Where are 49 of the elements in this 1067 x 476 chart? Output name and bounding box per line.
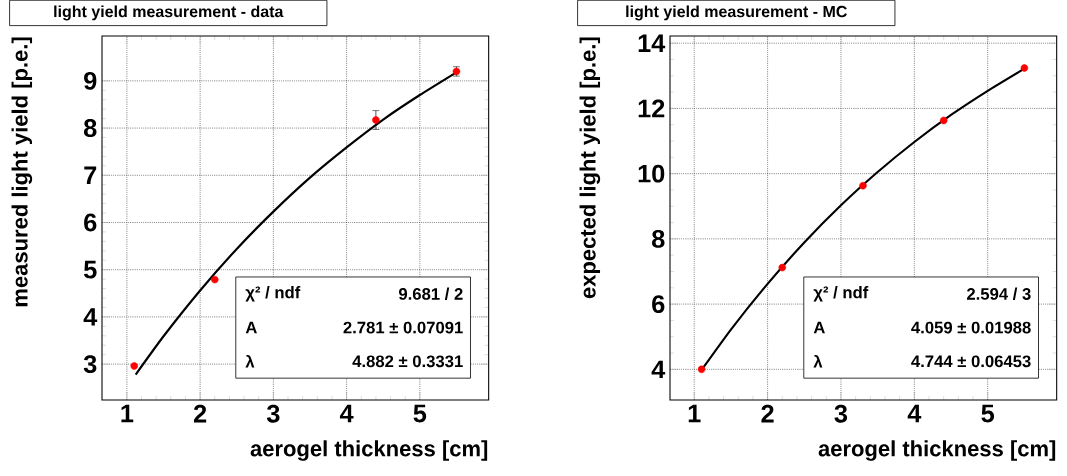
annotation: λ [245, 355, 255, 368]
point [372, 116, 380, 124]
y-tick-label: 5 [83, 260, 97, 279]
x-tick-label: 3 [834, 404, 848, 423]
annotation: χ² / ndf [245, 286, 301, 302]
point [130, 362, 138, 370]
x-tick-label: 4 [907, 404, 922, 423]
point [697, 365, 706, 374]
x-tick-label: 5 [413, 404, 427, 423]
annotation: 2.781 ± 0.07091 [343, 321, 463, 334]
x-tick-label: 2 [761, 404, 774, 423]
point [939, 116, 948, 125]
annotation: A [245, 321, 257, 334]
point [859, 181, 867, 190]
y-tick-label: 7 [84, 166, 97, 184]
x-tick-label: 3 [266, 404, 280, 423]
point [1020, 64, 1029, 72]
y-tick-label: 6 [652, 295, 665, 314]
y-tick-label: 8 [84, 119, 97, 138]
y-axis-title: measured light yield [p.e.] [11, 37, 33, 307]
annotation: χ² / ndf [813, 286, 869, 302]
annotation: λ [813, 355, 823, 368]
annotation: 9.681 / 2 [398, 287, 463, 301]
y-tick-label: 10 [638, 164, 665, 183]
y-tick-label: 12 [638, 99, 665, 118]
annotation: A [813, 321, 825, 334]
annotation: 4.059 ± 0.01988 [911, 321, 1031, 334]
point [778, 263, 787, 272]
x-axis-title: aerogel thickness [cm] [250, 440, 488, 461]
chart-title: light yield measurement - MC [626, 5, 847, 21]
x-tick-label: 4 [339, 404, 354, 423]
x-axis-title: aerogel thickness [cm] [818, 440, 1056, 461]
x-tick-label: 1 [688, 404, 701, 423]
x-tick-label: 5 [981, 404, 995, 423]
y-tick-label: 8 [652, 229, 665, 248]
x-tick-label: 1 [121, 404, 134, 423]
annotation: 4.744 ± 0.06453 [911, 355, 1031, 368]
y-tick-label: 9 [84, 71, 97, 90]
y-tick-label: 4 [651, 360, 666, 379]
annotation: 2.594 / 3 [967, 287, 1031, 301]
y-tick-label: 14 [638, 34, 666, 52]
y-tick-label: 4 [83, 308, 98, 326]
point [211, 275, 219, 284]
x-tick-label: 2 [193, 404, 207, 423]
y-axis-title: expected light yield [p.e.] [579, 37, 601, 299]
y-tick-label: 3 [83, 355, 97, 374]
y-tick-label: 6 [84, 213, 97, 232]
chart-title: light yield measurement - data [54, 5, 284, 21]
annotation: 4.882 ± 0.3331 [352, 355, 463, 368]
